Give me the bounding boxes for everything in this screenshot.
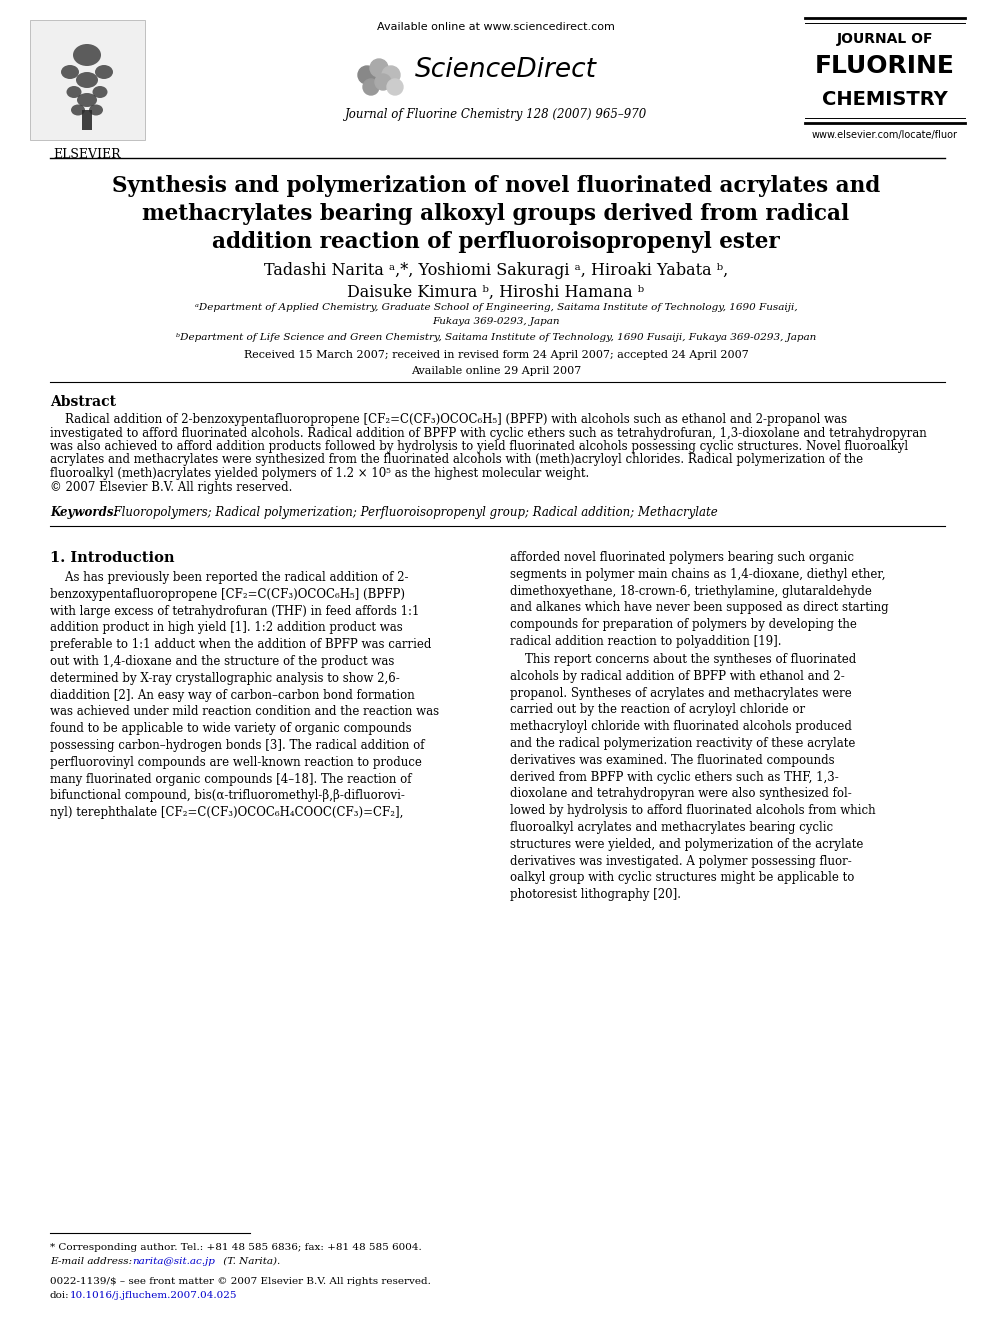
- Text: Fukaya 369-0293, Japan: Fukaya 369-0293, Japan: [433, 318, 559, 325]
- Circle shape: [375, 74, 391, 90]
- Text: Fluoropolymers; Radical polymerization; Perfluoroisopropenyl group; Radical addi: Fluoropolymers; Radical polymerization; …: [106, 505, 718, 519]
- Text: Radical addition of 2-benzoxypentafluoropropene [CF₂=C(CF₃)OCOC₆H₅] (BPFP) with : Radical addition of 2-benzoxypentafluoro…: [50, 413, 847, 426]
- Text: This report concerns about the syntheses of fluorinated
alcohols by radical addi: This report concerns about the syntheses…: [510, 654, 876, 901]
- Ellipse shape: [76, 71, 98, 89]
- Text: Available online at www.sciencedirect.com: Available online at www.sciencedirect.co…: [377, 22, 615, 32]
- Text: As has previously been reported the radical addition of 2-
benzoxypentafluoropro: As has previously been reported the radi…: [50, 572, 439, 819]
- Circle shape: [387, 79, 403, 95]
- Text: (T. Narita).: (T. Narita).: [220, 1257, 281, 1266]
- Text: Keywords:: Keywords:: [50, 505, 118, 519]
- Text: fluoroalkyl (meth)acrylates yielded polymers of 1.2 × 10⁵ as the highest molecul: fluoroalkyl (meth)acrylates yielded poly…: [50, 467, 589, 480]
- Text: CHEMISTRY: CHEMISTRY: [822, 90, 948, 108]
- Text: Available online 29 April 2007: Available online 29 April 2007: [411, 366, 581, 376]
- Text: * Corresponding author. Tel.: +81 48 585 6836; fax: +81 48 585 6004.: * Corresponding author. Tel.: +81 48 585…: [50, 1244, 422, 1252]
- Text: Synthesis and polymerization of novel fluorinated acrylates and: Synthesis and polymerization of novel fl…: [112, 175, 880, 197]
- Text: investigated to afford fluorinated alcohols. Radical addition of BPFP with cycli: investigated to afford fluorinated alcoh…: [50, 426, 927, 439]
- Text: ScienceDirect: ScienceDirect: [415, 57, 597, 83]
- Ellipse shape: [77, 93, 97, 107]
- Text: ᵇDepartment of Life Science and Green Chemistry, Saitama Institute of Technology: ᵇDepartment of Life Science and Green Ch…: [176, 333, 816, 343]
- Text: www.elsevier.com/locate/fluor: www.elsevier.com/locate/fluor: [812, 130, 958, 140]
- Ellipse shape: [61, 65, 79, 79]
- Text: Received 15 March 2007; received in revised form 24 April 2007; accepted 24 Apri: Received 15 March 2007; received in revi…: [244, 351, 748, 360]
- Text: 10.1016/j.jfluchem.2007.04.025: 10.1016/j.jfluchem.2007.04.025: [70, 1291, 237, 1301]
- Circle shape: [370, 60, 388, 77]
- Text: doi:: doi:: [50, 1291, 69, 1301]
- Ellipse shape: [92, 86, 107, 98]
- Circle shape: [358, 66, 376, 83]
- Text: addition reaction of perfluoroisopropenyl ester: addition reaction of perfluoroisopropeny…: [212, 232, 780, 253]
- Text: acrylates and methacrylates were synthesized from the fluorinated alcohols with : acrylates and methacrylates were synthes…: [50, 454, 863, 467]
- Text: Tadashi Narita ᵃ,*, Yoshiomi Sakuragi ᵃ, Hiroaki Yabata ᵇ,: Tadashi Narita ᵃ,*, Yoshiomi Sakuragi ᵃ,…: [264, 262, 728, 279]
- Text: 1. Introduction: 1. Introduction: [50, 550, 175, 565]
- Text: ᵃDepartment of Applied Chemistry, Graduate School of Engineering, Saitama Instit: ᵃDepartment of Applied Chemistry, Gradua…: [194, 303, 798, 312]
- Text: E-mail address:: E-mail address:: [50, 1257, 135, 1266]
- Text: Journal of Fluorine Chemistry 128 (2007) 965–970: Journal of Fluorine Chemistry 128 (2007)…: [345, 108, 647, 120]
- Circle shape: [382, 66, 400, 83]
- Text: JOURNAL OF: JOURNAL OF: [836, 32, 933, 46]
- Ellipse shape: [95, 65, 113, 79]
- Text: © 2007 Elsevier B.V. All rights reserved.: © 2007 Elsevier B.V. All rights reserved…: [50, 480, 293, 493]
- Text: Daisuke Kimura ᵇ, Hiroshi Hamana ᵇ: Daisuke Kimura ᵇ, Hiroshi Hamana ᵇ: [347, 284, 645, 302]
- Circle shape: [363, 79, 379, 95]
- Text: was also achieved to afford addition products followed by hydrolysis to yield fl: was also achieved to afford addition pro…: [50, 441, 908, 452]
- Ellipse shape: [89, 105, 103, 115]
- Text: narita@sit.ac.jp: narita@sit.ac.jp: [132, 1257, 215, 1266]
- Bar: [82, 110, 92, 130]
- Text: FLUORINE: FLUORINE: [815, 54, 955, 78]
- Bar: [30, 20, 145, 140]
- Ellipse shape: [73, 44, 101, 66]
- Ellipse shape: [66, 86, 81, 98]
- Text: 0022-1139/$ – see front matter © 2007 Elsevier B.V. All rights reserved.: 0022-1139/$ – see front matter © 2007 El…: [50, 1277, 431, 1286]
- Text: afforded novel fluorinated polymers bearing such organic
segments in polymer mai: afforded novel fluorinated polymers bear…: [510, 550, 889, 648]
- Text: methacrylates bearing alkoxyl groups derived from radical: methacrylates bearing alkoxyl groups der…: [143, 202, 849, 225]
- Text: ELSEVIER: ELSEVIER: [54, 148, 121, 161]
- Ellipse shape: [71, 105, 85, 115]
- Text: Abstract: Abstract: [50, 396, 116, 409]
